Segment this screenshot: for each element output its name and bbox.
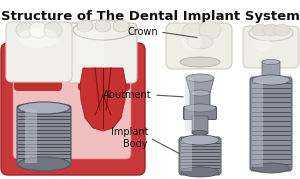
FancyBboxPatch shape	[67, 23, 137, 83]
FancyBboxPatch shape	[76, 30, 104, 64]
Ellipse shape	[182, 23, 204, 41]
FancyBboxPatch shape	[184, 107, 217, 120]
Ellipse shape	[249, 25, 293, 41]
FancyBboxPatch shape	[262, 61, 280, 83]
Ellipse shape	[199, 21, 221, 39]
Ellipse shape	[252, 163, 290, 173]
Polygon shape	[186, 78, 214, 93]
FancyBboxPatch shape	[181, 141, 192, 171]
Ellipse shape	[29, 22, 47, 38]
Ellipse shape	[182, 33, 202, 51]
Ellipse shape	[190, 90, 210, 96]
Ellipse shape	[187, 35, 213, 49]
Ellipse shape	[181, 167, 219, 177]
FancyBboxPatch shape	[252, 81, 263, 167]
Ellipse shape	[44, 22, 62, 38]
Ellipse shape	[255, 38, 271, 52]
Text: Crown: Crown	[128, 27, 158, 37]
FancyBboxPatch shape	[185, 78, 194, 130]
Ellipse shape	[95, 20, 111, 32]
Ellipse shape	[73, 20, 133, 40]
Text: Structure of The Dental Implant System: Structure of The Dental Implant System	[1, 10, 299, 23]
FancyBboxPatch shape	[78, 58, 130, 91]
Ellipse shape	[186, 74, 214, 82]
FancyBboxPatch shape	[14, 58, 62, 91]
Ellipse shape	[274, 24, 290, 36]
FancyBboxPatch shape	[25, 109, 37, 163]
Ellipse shape	[262, 59, 280, 64]
Ellipse shape	[77, 20, 93, 32]
Ellipse shape	[113, 20, 129, 32]
Ellipse shape	[263, 24, 279, 36]
FancyBboxPatch shape	[6, 22, 72, 82]
Ellipse shape	[16, 22, 34, 38]
FancyBboxPatch shape	[192, 116, 208, 134]
FancyBboxPatch shape	[1, 43, 145, 175]
FancyBboxPatch shape	[13, 67, 131, 159]
FancyBboxPatch shape	[179, 137, 221, 175]
FancyBboxPatch shape	[190, 92, 210, 112]
FancyBboxPatch shape	[250, 77, 292, 171]
Ellipse shape	[180, 57, 220, 67]
Polygon shape	[80, 68, 126, 131]
Ellipse shape	[18, 157, 70, 171]
Ellipse shape	[181, 135, 219, 145]
Ellipse shape	[18, 28, 58, 48]
Text: Implant
Body: Implant Body	[110, 127, 148, 149]
FancyBboxPatch shape	[166, 23, 232, 69]
Text: Abutment: Abutment	[103, 90, 152, 100]
Ellipse shape	[252, 24, 268, 36]
FancyBboxPatch shape	[243, 26, 299, 68]
Ellipse shape	[192, 130, 208, 136]
Ellipse shape	[184, 104, 216, 112]
Ellipse shape	[252, 75, 290, 85]
FancyBboxPatch shape	[17, 105, 71, 167]
Ellipse shape	[18, 102, 70, 114]
